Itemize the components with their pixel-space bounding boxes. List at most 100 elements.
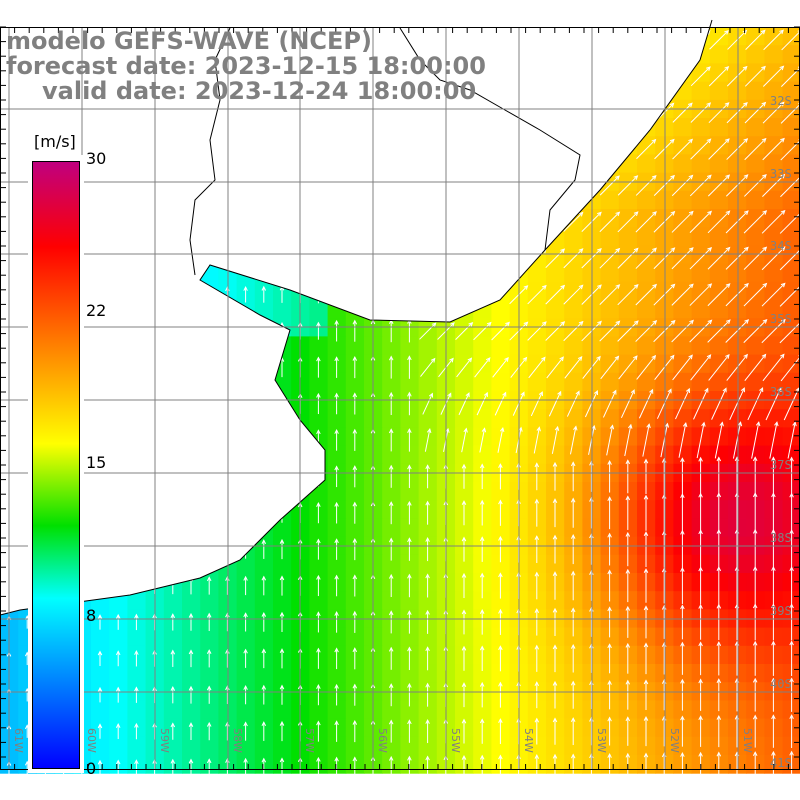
wind-cell bbox=[782, 154, 800, 174]
wind-cell bbox=[418, 482, 438, 501]
wind-cell bbox=[600, 263, 620, 283]
wind-arrow bbox=[352, 465, 358, 488]
wind-cell bbox=[746, 118, 765, 137]
wind-arrow bbox=[698, 678, 703, 711]
wind-arrow bbox=[407, 755, 412, 780]
wind-arrow bbox=[743, 246, 768, 270]
wind-cell bbox=[782, 27, 800, 46]
latitude-label: 41S bbox=[770, 756, 792, 770]
wind-arrow bbox=[461, 718, 467, 744]
wind-arrow bbox=[696, 421, 706, 459]
wind-arrow bbox=[635, 283, 657, 306]
wind-arrow bbox=[243, 286, 248, 303]
wind-arrow bbox=[188, 722, 194, 740]
wind-cell bbox=[291, 736, 310, 756]
wind-arrow bbox=[789, 492, 794, 533]
wind-arrow bbox=[551, 425, 560, 454]
wind-cell bbox=[673, 154, 693, 174]
wind-arrow bbox=[388, 683, 394, 707]
colorbar bbox=[31, 160, 81, 770]
wind-cell bbox=[418, 318, 438, 337]
wind-cell bbox=[564, 554, 583, 574]
wind-cell bbox=[291, 591, 310, 610]
wind-cell bbox=[473, 627, 492, 647]
wind-arrow bbox=[407, 573, 412, 598]
wind-arrow bbox=[97, 614, 103, 630]
wind-cell bbox=[273, 554, 292, 574]
wind-arrow bbox=[789, 603, 794, 641]
wind-arrow bbox=[762, 137, 785, 161]
wind-cell bbox=[764, 336, 784, 356]
wind-cell bbox=[491, 554, 511, 574]
wind-arrow bbox=[743, 282, 768, 307]
wind-cell bbox=[728, 45, 747, 64]
wind-arrow bbox=[170, 649, 176, 667]
wind-arrow bbox=[671, 174, 694, 197]
latitude-label: 39S bbox=[770, 604, 792, 618]
wind-cell bbox=[527, 591, 547, 610]
wind-cell bbox=[418, 409, 438, 428]
wind-cell bbox=[400, 482, 420, 501]
wind-cell bbox=[400, 445, 420, 465]
wind-arrow bbox=[744, 173, 767, 197]
wind-arrow bbox=[602, 389, 617, 418]
longitude-label: 56W bbox=[376, 728, 389, 753]
wind-arrow bbox=[752, 565, 758, 605]
wind-cell bbox=[618, 445, 638, 465]
wind-arrow bbox=[97, 723, 103, 739]
wind-arrow bbox=[134, 722, 139, 740]
wind-cell bbox=[455, 700, 474, 720]
wind-arrow bbox=[461, 682, 467, 708]
wind-cell bbox=[91, 736, 110, 756]
wind-cell bbox=[637, 263, 656, 283]
wind-cell bbox=[782, 81, 800, 101]
wind-cell bbox=[618, 245, 638, 265]
valid-date: valid date: 2023-12-24 18:00:00 bbox=[42, 77, 477, 105]
wind-cell bbox=[764, 118, 784, 137]
longitude-label: 54W bbox=[522, 728, 535, 753]
wind-cell bbox=[637, 300, 656, 319]
wind-arrow bbox=[498, 572, 503, 599]
wind-arrow bbox=[115, 650, 121, 667]
wind-arrow bbox=[225, 721, 230, 741]
wind-arrow bbox=[334, 538, 339, 560]
wind-cell bbox=[309, 554, 329, 574]
wind-cell bbox=[273, 627, 292, 647]
wind-cell bbox=[600, 227, 620, 246]
wind-cell bbox=[236, 664, 256, 683]
wind-cell bbox=[455, 318, 474, 337]
wind-arrow bbox=[751, 421, 761, 459]
wind-arrow bbox=[625, 605, 631, 638]
wind-cell bbox=[309, 591, 329, 610]
wind-arrow bbox=[115, 613, 121, 630]
wind-cell bbox=[491, 518, 511, 538]
wind-cell bbox=[728, 336, 747, 356]
wind-cell bbox=[309, 336, 329, 356]
wind-cell bbox=[473, 372, 492, 392]
wind-arrow bbox=[479, 499, 485, 526]
wind-cell bbox=[691, 354, 711, 374]
wind-arrow bbox=[407, 646, 412, 671]
colorbar-tick-label: 0 bbox=[86, 759, 97, 778]
wind-cell bbox=[709, 300, 729, 319]
wind-arrow bbox=[456, 357, 473, 378]
wind-cell bbox=[691, 154, 711, 174]
wind-cell bbox=[618, 281, 638, 301]
wind-cell bbox=[254, 736, 274, 756]
wind-cell bbox=[764, 63, 784, 83]
wind-arrow bbox=[461, 645, 467, 671]
wind-cell bbox=[637, 281, 656, 301]
wind-arrow bbox=[352, 756, 358, 779]
wind-cell bbox=[527, 700, 547, 720]
wind-cell bbox=[527, 300, 547, 319]
wind-arrow bbox=[716, 603, 722, 641]
wind-arrow bbox=[352, 537, 358, 561]
wind-cell bbox=[527, 409, 547, 428]
wind-arrow bbox=[279, 575, 285, 596]
wind-cell bbox=[637, 190, 656, 210]
wind-cell bbox=[564, 482, 583, 501]
wind-arrow bbox=[789, 529, 794, 569]
wind-arrow bbox=[534, 462, 540, 491]
wind-cell bbox=[455, 409, 474, 428]
